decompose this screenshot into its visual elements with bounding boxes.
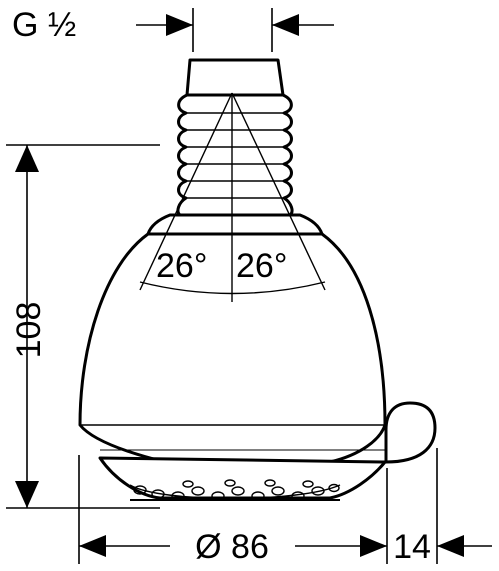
- threaded-neck: [176, 93, 294, 217]
- spray-face: [98, 456, 387, 501]
- thread-dimension: [136, 8, 334, 52]
- angle-right-label: 26°: [236, 247, 287, 285]
- diameter-label: Ø 86: [195, 528, 269, 566]
- depth-label: 14: [393, 528, 431, 566]
- height-label: 108: [10, 302, 48, 359]
- thread-size-label: G ½: [12, 6, 76, 44]
- depth-dimension: [436, 448, 492, 564]
- angle-left-label: 26°: [156, 247, 207, 285]
- diameter-dimension: [78, 455, 388, 564]
- side-lever: [384, 401, 437, 464]
- swivel-angle-indicator: [139, 92, 326, 302]
- connector-nut: [185, 58, 285, 97]
- height-dimension: [6, 144, 160, 509]
